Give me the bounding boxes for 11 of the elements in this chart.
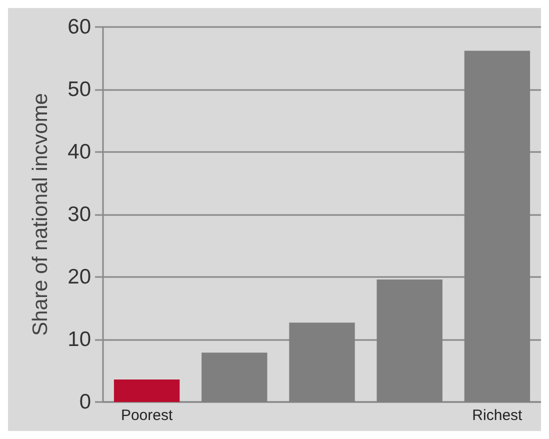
x-tick-label: Poorest <box>120 407 174 424</box>
y-tick-label: 40 <box>68 140 91 164</box>
y-tick-label: 0 <box>79 390 91 414</box>
y-axis-title: Share of national incvome <box>29 93 52 336</box>
y-tick-label: 30 <box>68 203 91 226</box>
y-tick-label: 50 <box>68 78 91 101</box>
bar <box>114 380 180 402</box>
y-tick-label: 10 <box>68 328 91 351</box>
y-tick-label: 60 <box>68 16 91 38</box>
y-tick-label: 20 <box>68 266 91 288</box>
x-tick-label: Richest <box>472 407 524 424</box>
